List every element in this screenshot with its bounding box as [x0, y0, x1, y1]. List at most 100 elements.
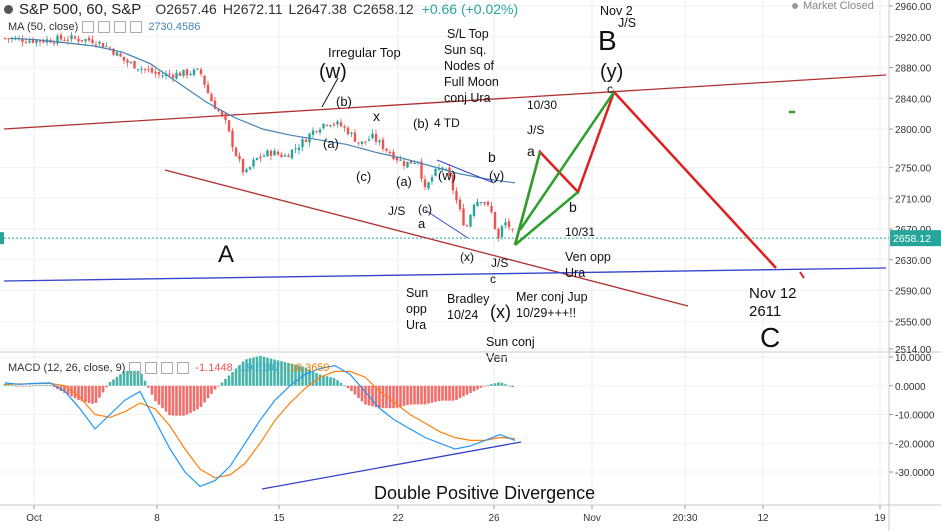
candle-body [133, 60, 136, 69]
macd-tick-label: -30.0000 [895, 468, 935, 479]
macd-hist-bar [147, 385, 150, 388]
macd-hist-bar [357, 385, 360, 398]
astro-note-mer-conj: 10/29+++!! [516, 306, 576, 320]
candle-body [3, 38, 7, 40]
candle-body [7, 38, 10, 40]
macd-signal-value: -18.3659 [286, 362, 330, 374]
candle-body [31, 39, 35, 43]
macd-hist-bar [483, 385, 486, 387]
wave-label: (c) [356, 169, 371, 184]
macd-hist-bar [73, 385, 77, 399]
macd-hist-bar [238, 365, 241, 386]
macd-hist-bar [381, 385, 385, 409]
lower-trendline [164, 169, 689, 307]
candle-body [161, 75, 164, 77]
candle-body [189, 73, 192, 75]
macd-hist-bar [346, 385, 350, 388]
macd-hist-bar [206, 385, 210, 399]
astro-note-sun-conj: Sun conj [486, 335, 535, 349]
macd-hist-bar [59, 385, 63, 392]
eye-icon[interactable] [82, 21, 95, 33]
time-tick-label: 8 [154, 513, 160, 524]
close-icon[interactable] [177, 362, 190, 374]
macd-hist-bar [10, 384, 14, 386]
macd-hist-bar [507, 385, 511, 387]
macd-tick-label: 10.0000 [895, 353, 932, 364]
eye-icon[interactable] [129, 362, 142, 374]
macd-hist-bar [63, 385, 66, 393]
macd-hist-bar [259, 355, 262, 386]
macd-hist-bar [465, 385, 469, 395]
candle-body [206, 84, 210, 94]
macd-hist-bar [150, 385, 154, 395]
macd-hist-bar [108, 382, 112, 386]
macd-hist-bar [504, 384, 507, 386]
macd-hist-bar [406, 385, 409, 406]
candles [3, 31, 514, 242]
candle-body [122, 56, 126, 61]
low-value: 2647.38 [296, 1, 347, 17]
macd-hist-bar [294, 364, 297, 386]
candle-body [371, 133, 374, 139]
wave-label: (c) [418, 202, 432, 216]
astro-note-js: J/S [527, 123, 544, 137]
candle-body [346, 127, 350, 135]
last-price-label: 2658.12 [893, 233, 931, 245]
divergence-label: Double Positive Divergence [374, 483, 595, 503]
price-tick-label: 2840.00 [895, 94, 932, 105]
candle-body [343, 126, 346, 128]
candle-body [504, 222, 507, 226]
candle-body [465, 225, 469, 227]
projection-green-path [514, 191, 579, 246]
price-tick-label: 2630.00 [895, 256, 932, 267]
macd-hist-bar [430, 385, 434, 403]
wave-label: 4 TD [434, 116, 460, 130]
macd-hist-bar [318, 374, 322, 386]
candle-body [259, 156, 262, 158]
astro-note-sun-opp: Sun [406, 286, 428, 300]
macd-hist-bar [157, 385, 161, 405]
macd-hist-bar [234, 368, 238, 386]
astro-note-sun-opp: opp [406, 302, 427, 316]
candle-body [66, 39, 70, 41]
blue-support-line [3, 267, 887, 282]
astro-note-bradley: 10/24 [447, 308, 478, 322]
candle-body [140, 68, 143, 70]
wave-label: b [488, 149, 496, 165]
candle-body [367, 139, 371, 141]
macd-hist-bar [479, 385, 483, 388]
candle-body [350, 132, 353, 134]
settings-icon[interactable] [145, 362, 158, 374]
macd-hist-bar [49, 385, 52, 387]
candle-body [395, 157, 399, 161]
price-axis: 2960.00 2920.00 2880.00 2840.00 2800.00 2750.… [889, 2, 932, 356]
settings-icon[interactable] [98, 21, 111, 33]
macd-tick-label: -10.0000 [895, 411, 935, 422]
macd-hist-bar [80, 385, 84, 402]
close-icon[interactable] [130, 21, 143, 33]
candle-body [213, 100, 217, 109]
macd-hist-bar [227, 375, 231, 386]
candle-body [63, 40, 66, 42]
macd-hist-bar [322, 375, 325, 386]
candle-body [423, 179, 427, 188]
candle-body [462, 208, 465, 226]
candle-body [266, 150, 269, 157]
macd-hist-bar [7, 384, 10, 386]
last-price-left-marker [0, 232, 4, 245]
candle-body [70, 35, 73, 40]
astro-note-sl-top: Full Moon [444, 75, 499, 89]
macd-hist-bar [343, 385, 346, 387]
macd-hist-bar [248, 358, 252, 386]
candle-body [238, 155, 241, 160]
ma-legend[interactable]: MA (50, close) 2730.4586 [8, 21, 200, 33]
date-label-1030: 10/30 [527, 98, 557, 112]
source-icon[interactable] [161, 362, 174, 374]
candle-body [171, 74, 175, 78]
macd-hist-bar [451, 385, 455, 401]
macd-hist-bar [493, 383, 497, 386]
source-icon[interactable] [114, 21, 127, 33]
macd-legend[interactable]: MACD (12, 26, close, 9) -1.1448 -19.5107… [8, 362, 330, 374]
astro-note-sl-top: Nodes of [444, 59, 495, 73]
symbol-title[interactable]: S&P 500, 60, S&P [19, 0, 142, 18]
